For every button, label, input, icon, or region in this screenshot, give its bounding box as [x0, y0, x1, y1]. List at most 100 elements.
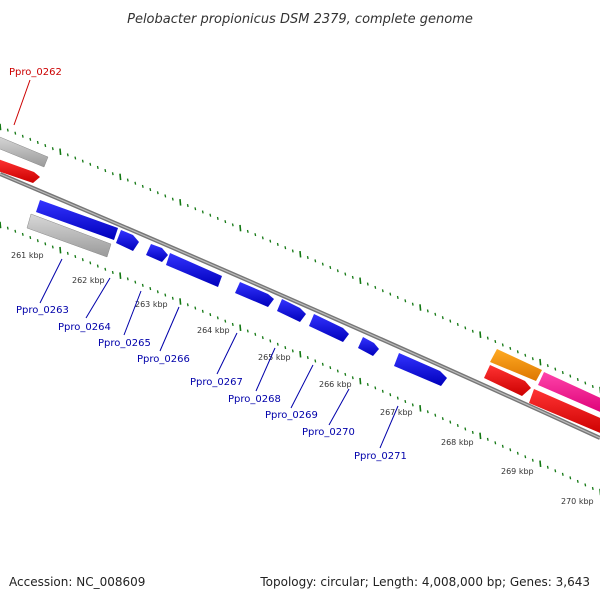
tick-mark: [299, 350, 302, 358]
tick-mark: [471, 430, 474, 434]
tick-mark: [156, 290, 159, 294]
gene-bar-ppro-0265[interactable]: [146, 244, 168, 262]
red-feature-right-1[interactable]: [484, 365, 531, 396]
pseudo-gene-0262[interactable]: [0, 135, 49, 168]
tick-mark: [501, 343, 504, 347]
gene-bar-ppro-0271[interactable]: [394, 353, 447, 386]
gene-label-ppro-0270[interactable]: Ppro_0270: [302, 427, 355, 438]
tick-mark: [546, 364, 549, 368]
gene-label-ppro-0266[interactable]: Ppro_0266: [137, 354, 190, 365]
tick-mark: [231, 322, 234, 326]
tick-mark: [96, 264, 99, 268]
gene-label-ppro-0265[interactable]: Ppro_0265: [98, 338, 151, 349]
tick-mark: [149, 188, 152, 192]
gene-bar-ppro-0267[interactable]: [235, 282, 274, 307]
tick-mark: [119, 173, 122, 181]
tick-mark: [389, 292, 392, 296]
magenta-feature[interactable]: [538, 372, 600, 414]
tick-mark: [66, 251, 69, 255]
tick-mark: [456, 423, 459, 428]
tick-mark: [591, 486, 594, 490]
tick-mark: [441, 316, 444, 320]
leader-ppro-0262: [13, 79, 31, 126]
tick-mark: [344, 272, 347, 276]
tick-mark: [464, 326, 467, 330]
tick-mark: [6, 128, 9, 132]
tick-mark: [44, 144, 47, 148]
tick-mark: [209, 213, 212, 217]
tick-mark: [51, 245, 54, 249]
tick-mark: [314, 359, 317, 363]
inner-tick-track: [0, 221, 600, 496]
gene-label-ppro-0263[interactable]: Ppro_0263: [16, 305, 69, 316]
tick-mark: [44, 242, 47, 246]
tick-mark: [516, 451, 519, 455]
gene-label-ppro-0262[interactable]: Ppro_0262: [9, 67, 62, 78]
gene-bar-ppro-0268[interactable]: [277, 299, 306, 322]
gene-label-ppro-0267[interactable]: Ppro_0267: [190, 377, 243, 388]
tick-label-268: 268 kbp: [441, 438, 474, 447]
tick-label-267: 267 kbp: [380, 408, 413, 417]
tick-mark: [239, 324, 242, 331]
gene-bar-ppro-0266[interactable]: [166, 253, 222, 287]
tick-mark: [66, 153, 69, 157]
tick-mark: [539, 358, 542, 366]
leader-ppro-0268: [255, 347, 276, 392]
gene-bar-ppro-0264[interactable]: [116, 230, 139, 251]
tick-mark: [336, 269, 339, 273]
gene-bar-ppro-0270[interactable]: [358, 337, 379, 356]
tick-mark: [351, 376, 354, 380]
tick-mark: [479, 432, 482, 440]
tick-mark: [329, 366, 332, 370]
tick-mark: [194, 207, 197, 211]
tick-mark: [344, 372, 347, 376]
tick-mark: [404, 399, 407, 404]
tick-mark: [366, 282, 369, 286]
gene-label-ppro-0269[interactable]: Ppro_0269: [265, 410, 318, 421]
tick-mark: [224, 220, 227, 224]
red-feature-right-2[interactable]: [529, 389, 600, 435]
gene-label-ppro-0268[interactable]: Ppro_0268: [228, 394, 281, 405]
tick-mark: [554, 367, 557, 371]
tick-mark: [381, 289, 384, 293]
tick-mark: [74, 254, 77, 259]
tick-mark: [246, 229, 249, 233]
tick-mark: [359, 277, 362, 284]
pseudo-gene-lower[interactable]: [26, 213, 112, 258]
leader-ppro-0271: [379, 405, 399, 449]
tick-mark: [179, 298, 182, 305]
tick-mark: [419, 304, 422, 311]
leader-ppro-0270: [328, 388, 350, 426]
tick-mark: [584, 381, 587, 385]
gene-bar-ppro-0263[interactable]: [36, 200, 118, 240]
tick-mark: [434, 413, 437, 417]
outer-tick-track: [0, 123, 600, 394]
leader-ppro-0267: [216, 332, 238, 375]
gene-bar-ppro-0269[interactable]: [309, 314, 349, 342]
tick-mark: [486, 437, 489, 441]
tick-mark: [164, 293, 167, 297]
orange-feature[interactable]: [490, 349, 542, 381]
tick-mark: [171, 296, 174, 300]
leader-ppro-0264: [85, 277, 111, 319]
gene-bar-ppro-0262[interactable]: [0, 158, 40, 183]
gene-label-ppro-0271[interactable]: Ppro_0271: [354, 451, 407, 462]
tick-mark: [471, 329, 474, 333]
tick-mark: [374, 285, 377, 289]
tick-mark: [269, 339, 272, 343]
map-title: Pelobacter propionicus DSM 2379, complet…: [127, 12, 473, 27]
gene-label-ppro-0264[interactable]: Ppro_0264: [58, 322, 111, 333]
tick-mark: [201, 210, 204, 214]
leader-ppro-0266: [159, 306, 180, 352]
upper-strand-features: [0, 135, 600, 435]
leader-ppro-0269: [290, 364, 314, 409]
tick-mark: [426, 410, 429, 414]
tick-mark: [306, 356, 309, 360]
tick-mark: [396, 295, 399, 299]
tick-mark: [134, 280, 137, 284]
tick-mark: [336, 369, 339, 373]
tick-mark: [6, 226, 9, 230]
tick-mark: [164, 194, 167, 198]
tick-mark: [14, 131, 17, 135]
